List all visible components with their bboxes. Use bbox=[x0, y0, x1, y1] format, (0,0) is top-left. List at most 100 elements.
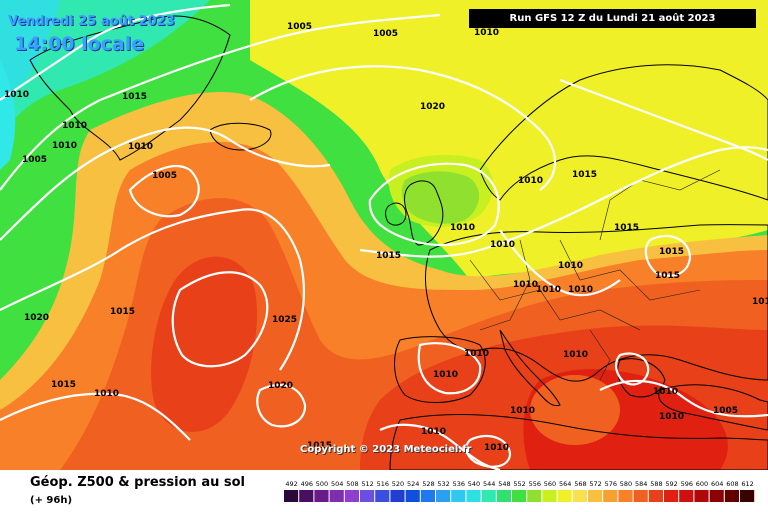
legend-swatch bbox=[360, 490, 375, 502]
legend-swatch bbox=[512, 490, 527, 502]
legend-swatch bbox=[436, 490, 451, 502]
isobar-label: 1010 bbox=[558, 261, 583, 271]
isobar-1015-b bbox=[359, 146, 768, 258]
isobar-label: 1015 bbox=[122, 92, 147, 102]
legend-value: 592 bbox=[665, 480, 677, 488]
coastlines bbox=[29, 15, 768, 470]
legend-swatch bbox=[740, 490, 755, 502]
z500-trough-core bbox=[401, 171, 480, 224]
isobar-label: 1015 bbox=[614, 223, 639, 233]
legend-swatch bbox=[572, 490, 587, 502]
isobar-label: 1010 bbox=[518, 176, 543, 186]
legend-value: 496 bbox=[301, 480, 313, 488]
legend-value: 552 bbox=[513, 480, 525, 488]
isobar-1010-africa bbox=[379, 423, 501, 470]
legend-value: 600 bbox=[696, 480, 708, 488]
isobar-label: 1010 bbox=[536, 285, 561, 295]
ireland-outline bbox=[385, 202, 407, 226]
legend-value: 608 bbox=[726, 480, 738, 488]
legend-value: 532 bbox=[437, 480, 449, 488]
turkey-outline bbox=[658, 384, 768, 431]
isobar-label: 1010 bbox=[52, 141, 77, 151]
isobar-1015-a bbox=[0, 126, 331, 241]
legend-swatch bbox=[664, 490, 679, 502]
legend-value: 540 bbox=[468, 480, 480, 488]
legend-value: 588 bbox=[650, 480, 662, 488]
isobar-label: 1005 bbox=[713, 406, 738, 416]
map-footer: Géop. Z500 & pression au sol (+ 96h) 492… bbox=[0, 470, 768, 512]
great-britain-outline bbox=[404, 180, 444, 246]
border-line-5 bbox=[589, 329, 611, 381]
legend-value: 604 bbox=[711, 480, 723, 488]
isobar-label: 1010 bbox=[568, 285, 593, 295]
legend-value: 560 bbox=[544, 480, 556, 488]
legend-swatch bbox=[314, 490, 329, 502]
iberia-outline bbox=[394, 336, 486, 403]
legend-swatch bbox=[603, 490, 618, 502]
legend-value: 492 bbox=[285, 480, 297, 488]
isobar-label: 1020 bbox=[268, 381, 293, 391]
north-africa-outline bbox=[389, 414, 768, 470]
isobar-label: 1020 bbox=[420, 102, 445, 112]
map-title: Géop. Z500 & pression au sol bbox=[30, 475, 245, 490]
isobar-1015-c bbox=[559, 78, 768, 161]
legend-value: 568 bbox=[574, 480, 586, 488]
isobar-label: 1015 bbox=[572, 170, 597, 180]
isobar-1010-a bbox=[0, 13, 441, 191]
legend-swatch bbox=[344, 490, 359, 502]
greece-outline bbox=[617, 358, 666, 398]
legend-value: 512 bbox=[361, 480, 373, 488]
legend-swatch bbox=[466, 490, 481, 502]
legend-value: 524 bbox=[407, 480, 419, 488]
weather-map-canvas: 1010 1005 1010 1015 1010 1010 1005 1005 … bbox=[0, 0, 768, 470]
legend-swatch bbox=[375, 490, 390, 502]
isobar-1010-greece bbox=[615, 352, 650, 386]
isobar-1020-b bbox=[249, 65, 556, 191]
isobar-label: 1020 bbox=[24, 313, 49, 323]
isobar-label: 1010 bbox=[128, 142, 153, 152]
legend-swatch bbox=[496, 490, 511, 502]
legend-swatch bbox=[390, 490, 405, 502]
isobar-label: 1015 bbox=[655, 271, 680, 281]
forecast-date: Vendredi 25 août 2023 bbox=[8, 14, 175, 29]
legend-swatch bbox=[633, 490, 648, 502]
legend-value: 580 bbox=[620, 480, 632, 488]
legend-swatch bbox=[527, 490, 542, 502]
colour-scale-legend: 492 496 500 504 508 512 516 520 524 528 532 536 540 5… bbox=[284, 480, 755, 502]
legend-swatch bbox=[648, 490, 663, 502]
z500-band-cyan-2 bbox=[0, 60, 16, 170]
isobar-labels: 1010 1005 1010 1015 1010 1010 1005 1005 … bbox=[4, 22, 768, 453]
isobar-label: 1005 bbox=[152, 171, 177, 181]
isobar-1005-low bbox=[128, 165, 200, 218]
legend-swatch bbox=[451, 490, 466, 502]
legend-value: 576 bbox=[605, 480, 617, 488]
legend-value: 516 bbox=[377, 480, 389, 488]
isobar-label: 1015 bbox=[376, 251, 401, 261]
isobar-label: 1015 bbox=[307, 441, 332, 451]
legend-swatch bbox=[694, 490, 709, 502]
isobar-label: 1010 bbox=[653, 387, 678, 397]
legend-swatch bbox=[542, 490, 557, 502]
legend-swatch bbox=[284, 490, 299, 502]
legend-swatch bbox=[588, 490, 603, 502]
isobar-lines bbox=[0, 3, 768, 470]
z500-local-minimum bbox=[530, 375, 620, 445]
isobar-label: 1010 bbox=[94, 389, 119, 399]
isobar-label: 1010 bbox=[752, 297, 768, 307]
forecast-time: 14:00 locale bbox=[14, 33, 145, 55]
greenland-outline bbox=[29, 15, 231, 161]
legend-swatch bbox=[618, 490, 633, 502]
weather-map: 1010 1005 1010 1015 1010 1010 1005 1005 … bbox=[0, 0, 768, 470]
iceland-outline bbox=[209, 122, 272, 151]
isobar-label: 1015 bbox=[110, 307, 135, 317]
z500-band-cyan bbox=[0, 0, 60, 110]
border-line-2 bbox=[479, 239, 531, 331]
legend-value: 500 bbox=[316, 480, 328, 488]
isobar-label: 1010 bbox=[474, 28, 499, 38]
forecast-lead-time: (+ 96h) bbox=[30, 495, 73, 506]
isobar-1015-sw bbox=[0, 392, 191, 441]
isobar-label: 1010 bbox=[490, 240, 515, 250]
legend-value: 596 bbox=[681, 480, 693, 488]
isobar-label: 1010 bbox=[433, 370, 458, 380]
isobar-label: 1025 bbox=[272, 315, 297, 325]
